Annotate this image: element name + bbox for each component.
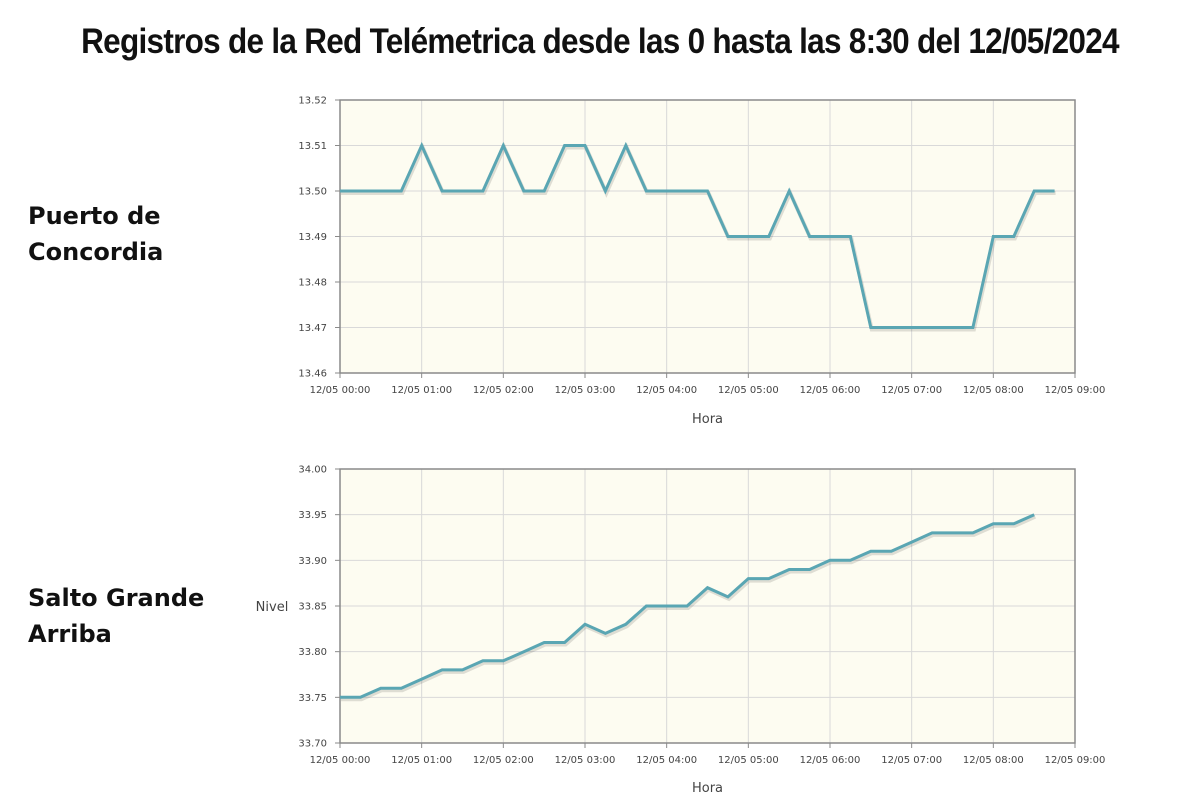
data-point [747, 577, 750, 580]
plot-frame [339, 468, 1076, 744]
data-point [726, 595, 729, 598]
station-label-line-1: Salto Grande [28, 584, 205, 612]
data-point [992, 522, 995, 525]
y-tick-label: 13.52 [298, 96, 327, 107]
data-point [1033, 513, 1036, 516]
data-point [359, 696, 362, 699]
data-point [706, 586, 709, 589]
data-point [910, 541, 913, 544]
y-tick-label: 13.49 [298, 232, 327, 243]
data-point [563, 641, 566, 644]
y-tick-label: 33.85 [298, 602, 327, 613]
data-point [767, 577, 770, 580]
data-point [686, 605, 689, 608]
x-tick-label: 12/05 01:00 [391, 385, 452, 396]
x-tick-label: 12/05 08:00 [963, 385, 1024, 396]
x-tick-label: 12/05 04:00 [636, 755, 697, 766]
y-tick-label: 33.75 [298, 693, 327, 704]
x-tick-label: 12/05 04:00 [636, 385, 697, 396]
x-tick-label: 12/05 06:00 [800, 385, 861, 396]
data-point [624, 623, 627, 626]
x-tick-label: 12/05 03:00 [555, 385, 616, 396]
station-label-line-1: Puerto de [28, 202, 161, 230]
data-point [869, 550, 872, 553]
x-axis-title: Hora [692, 781, 723, 796]
y-tick-label: 13.48 [298, 278, 327, 289]
x-tick-label: 12/05 07:00 [881, 385, 942, 396]
data-point [665, 605, 668, 608]
y-tick-label: 33.90 [298, 556, 327, 567]
data-point [584, 623, 587, 626]
data-point [951, 531, 954, 534]
x-axis-title: Hora [692, 412, 723, 427]
data-point [379, 687, 382, 690]
data-point [441, 668, 444, 671]
x-tick-label: 12/05 03:00 [555, 755, 616, 766]
data-point [1012, 522, 1015, 525]
x-tick-label: 12/05 01:00 [391, 755, 452, 766]
series-line [340, 141, 1055, 329]
y-tick-label: 13.50 [298, 187, 327, 198]
data-point [829, 559, 832, 562]
y-tick-label: 34.00 [298, 465, 327, 476]
data-point [502, 659, 505, 662]
series-line-shadow [341, 142, 1056, 332]
data-point [400, 687, 403, 690]
data-point [971, 531, 974, 534]
station-label-line-2: Concordia [28, 238, 164, 266]
x-tick-label: 12/05 05:00 [718, 755, 779, 766]
data-point [849, 559, 852, 562]
data-point [808, 568, 811, 571]
station-label-salto-grande: Salto Grande Arriba [28, 580, 248, 652]
plot-frame [339, 99, 1076, 374]
x-tick-label: 12/05 00:00 [310, 755, 371, 766]
y-tick-label: 33.95 [298, 510, 327, 521]
x-tick-label: 12/05 09:00 [1045, 755, 1106, 766]
x-tick-label: 12/05 08:00 [963, 755, 1024, 766]
data-point [420, 678, 423, 681]
station-label-puerto-concordia: Puerto de Concordia [28, 198, 248, 270]
y-tick-label: 13.46 [298, 369, 327, 380]
data-point [788, 568, 791, 571]
data-point [543, 641, 546, 644]
y-tick-label: 13.51 [298, 141, 327, 152]
data-point [604, 632, 607, 635]
data-point [481, 659, 484, 662]
page-title: Registros de la Red Telémetrica desde la… [81, 22, 1119, 61]
data-point [522, 650, 525, 653]
y-tick-label: 33.70 [298, 739, 327, 750]
series-line-shadow [341, 514, 1037, 702]
series-line [340, 513, 1035, 699]
x-tick-label: 12/05 02:00 [473, 755, 534, 766]
x-tick-label: 12/05 09:00 [1045, 385, 1106, 396]
x-tick-label: 12/05 07:00 [881, 755, 942, 766]
data-point [339, 696, 342, 699]
data-point [461, 668, 464, 671]
y-tick-label: 13.47 [298, 323, 327, 334]
x-tick-label: 12/05 06:00 [800, 755, 861, 766]
x-tick-label: 12/05 05:00 [718, 385, 779, 396]
data-point [645, 605, 648, 608]
station-label-line-2: Arriba [28, 620, 112, 648]
y-axis-title: Nivel [256, 600, 289, 615]
data-point [890, 550, 893, 553]
x-tick-label: 12/05 00:00 [310, 385, 371, 396]
x-tick-label: 12/05 02:00 [473, 385, 534, 396]
y-tick-label: 33.80 [298, 647, 327, 658]
data-point [931, 531, 934, 534]
